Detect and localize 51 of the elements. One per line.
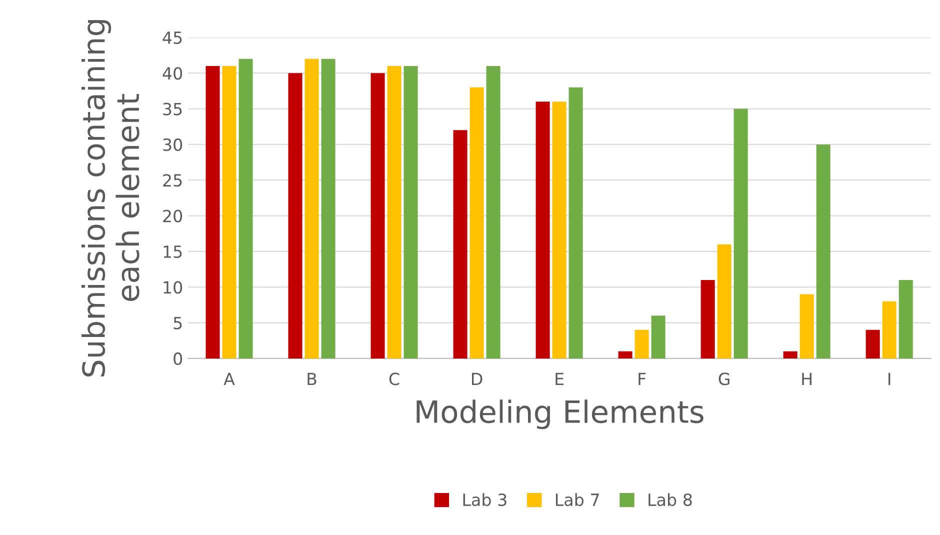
bar: [734, 108, 748, 358]
y-tick-label: 35: [163, 102, 182, 116]
x-tick-label: D: [472, 372, 482, 386]
y-tick-label: 45: [162, 32, 182, 44]
bar: [816, 144, 830, 358]
y-tick-label: 5: [174, 316, 182, 330]
bar: [536, 102, 550, 358]
bar: [882, 301, 896, 358]
bar: [370, 73, 385, 358]
y-tick-label: 20: [163, 210, 182, 222]
y-tick-label: 0: [174, 352, 182, 366]
bar: [321, 58, 336, 358]
bar: [470, 87, 484, 358]
y-tick-label: 10: [164, 281, 182, 294]
x-tick-label: A: [224, 372, 235, 386]
legend-label: Lab 7: [556, 493, 599, 506]
legend-label: Lab 8: [648, 493, 692, 506]
bar: [238, 58, 253, 358]
bar: [800, 294, 814, 358]
bar: [304, 58, 319, 358]
bar: [866, 330, 880, 358]
x-tick-label: E: [556, 372, 564, 386]
x-tick-label: F: [638, 372, 646, 386]
bar: [404, 66, 418, 358]
x-tick-label: I: [888, 372, 890, 386]
bar: [387, 66, 402, 358]
bar: [453, 130, 468, 358]
bar: [618, 351, 632, 358]
x-tick-label: C: [389, 372, 400, 386]
x-tick-label: G: [718, 372, 730, 386]
y-tick-label: 40: [162, 67, 182, 80]
bar: [568, 87, 583, 358]
bar: [206, 66, 220, 358]
x-tick-label: B: [308, 372, 316, 386]
bar: [717, 244, 732, 358]
x-tick-label: H: [802, 372, 812, 386]
bar: [898, 280, 913, 358]
bar: [288, 73, 302, 358]
x-axis-title: Modeling Elements: [416, 400, 704, 430]
bar: [486, 66, 500, 358]
legend-label: Lab 3: [463, 493, 506, 506]
bar: [700, 280, 715, 358]
bar: [783, 351, 798, 358]
bar: [222, 66, 236, 358]
y-axis-title: Submissions containing each element: [81, 20, 140, 376]
y-tick-label: 30: [163, 138, 182, 152]
y-tick-label: 25: [163, 174, 182, 187]
y-tick-label: 15: [164, 246, 182, 258]
bar: [552, 102, 566, 358]
bar: [634, 330, 649, 358]
bar: [651, 316, 666, 358]
